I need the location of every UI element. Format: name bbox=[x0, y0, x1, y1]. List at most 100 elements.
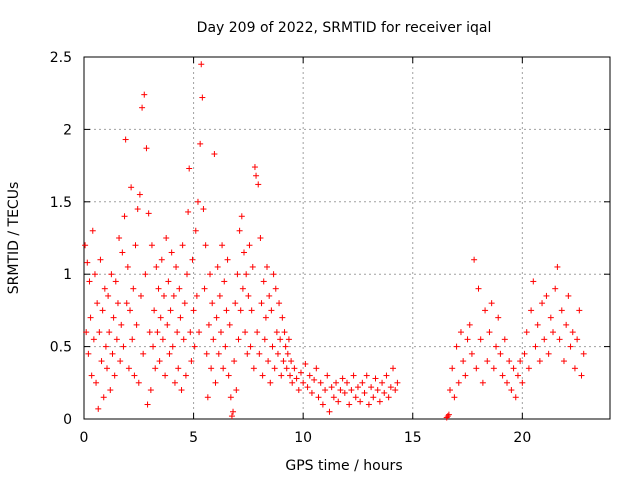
data-point bbox=[350, 372, 357, 379]
data-point bbox=[207, 271, 214, 278]
data-point bbox=[125, 365, 132, 372]
data-point bbox=[122, 136, 129, 143]
data-point bbox=[266, 292, 273, 299]
x-tick-label: 10 bbox=[294, 430, 312, 446]
data-point bbox=[560, 358, 567, 365]
data-point bbox=[510, 365, 517, 372]
data-point bbox=[107, 387, 114, 394]
data-point bbox=[315, 394, 322, 401]
data-point bbox=[222, 343, 229, 350]
data-points bbox=[82, 61, 587, 421]
data-point bbox=[293, 375, 300, 382]
data-point bbox=[341, 389, 348, 396]
data-point bbox=[545, 350, 552, 357]
data-point bbox=[129, 336, 136, 343]
plot-frame bbox=[83, 56, 611, 420]
data-point bbox=[190, 307, 197, 314]
data-point bbox=[271, 365, 278, 372]
data-point bbox=[121, 213, 128, 220]
data-point bbox=[157, 314, 164, 321]
data-point bbox=[317, 379, 324, 386]
data-point bbox=[514, 372, 521, 379]
grid bbox=[84, 57, 610, 419]
data-point bbox=[519, 379, 526, 386]
data-point bbox=[171, 379, 178, 386]
data-point bbox=[368, 384, 375, 391]
data-point bbox=[130, 285, 137, 292]
data-point bbox=[251, 164, 258, 171]
data-point bbox=[462, 372, 469, 379]
data-point bbox=[220, 365, 227, 372]
data-point bbox=[344, 379, 350, 386]
data-point bbox=[322, 387, 329, 394]
data-point bbox=[501, 336, 508, 343]
data-point bbox=[499, 372, 506, 379]
data-point bbox=[521, 350, 528, 357]
data-point bbox=[556, 336, 563, 343]
data-point bbox=[141, 91, 148, 98]
data-point bbox=[381, 389, 388, 396]
data-point bbox=[237, 307, 244, 314]
data-point bbox=[330, 394, 337, 401]
data-point bbox=[387, 384, 394, 391]
data-point bbox=[482, 307, 489, 314]
data-point bbox=[136, 191, 143, 198]
data-point bbox=[276, 300, 283, 307]
data-point bbox=[258, 300, 265, 307]
data-point bbox=[372, 375, 379, 382]
data-point bbox=[151, 307, 158, 314]
data-point bbox=[143, 145, 150, 152]
data-point bbox=[486, 329, 493, 336]
data-point bbox=[552, 285, 559, 292]
data-point bbox=[383, 372, 390, 379]
data-point bbox=[142, 271, 149, 278]
data-point bbox=[291, 365, 298, 372]
data-point bbox=[178, 387, 185, 394]
y-tick-label: 2.5 bbox=[50, 50, 72, 66]
data-point bbox=[94, 300, 101, 307]
data-point bbox=[493, 343, 500, 350]
x-tick-label: 5 bbox=[189, 430, 198, 446]
data-point bbox=[85, 350, 92, 357]
data-point bbox=[574, 336, 581, 343]
data-point bbox=[569, 329, 576, 336]
data-point bbox=[567, 343, 574, 350]
data-point bbox=[250, 365, 257, 372]
data-point bbox=[536, 358, 543, 365]
data-point bbox=[455, 379, 462, 386]
data-point bbox=[306, 372, 313, 379]
data-point bbox=[246, 242, 253, 249]
data-point bbox=[168, 249, 175, 256]
y-tick-label: 1 bbox=[63, 267, 72, 283]
data-point bbox=[144, 401, 151, 408]
data-point bbox=[228, 413, 235, 420]
data-point bbox=[96, 329, 103, 336]
data-point bbox=[169, 343, 176, 350]
data-point bbox=[187, 329, 194, 336]
data-point bbox=[311, 376, 318, 383]
data-point bbox=[253, 172, 260, 179]
data-point bbox=[256, 350, 263, 357]
data-point bbox=[284, 350, 291, 357]
data-point bbox=[475, 285, 482, 292]
data-point bbox=[488, 300, 495, 307]
data-point bbox=[177, 314, 184, 321]
data-point bbox=[232, 300, 239, 307]
data-point bbox=[88, 372, 95, 379]
data-point bbox=[95, 405, 102, 412]
x-tick-label: 0 bbox=[80, 430, 89, 446]
data-point bbox=[93, 379, 100, 386]
data-point bbox=[274, 350, 281, 357]
data-point bbox=[154, 329, 161, 336]
y-tick-label: 1.5 bbox=[50, 195, 72, 211]
data-point bbox=[216, 292, 223, 299]
data-point bbox=[83, 329, 90, 336]
data-point bbox=[90, 336, 97, 343]
data-point bbox=[273, 329, 280, 336]
data-point bbox=[116, 235, 123, 241]
data-point bbox=[150, 343, 157, 350]
data-point bbox=[297, 369, 304, 376]
data-point bbox=[243, 271, 250, 278]
data-point bbox=[192, 227, 199, 234]
